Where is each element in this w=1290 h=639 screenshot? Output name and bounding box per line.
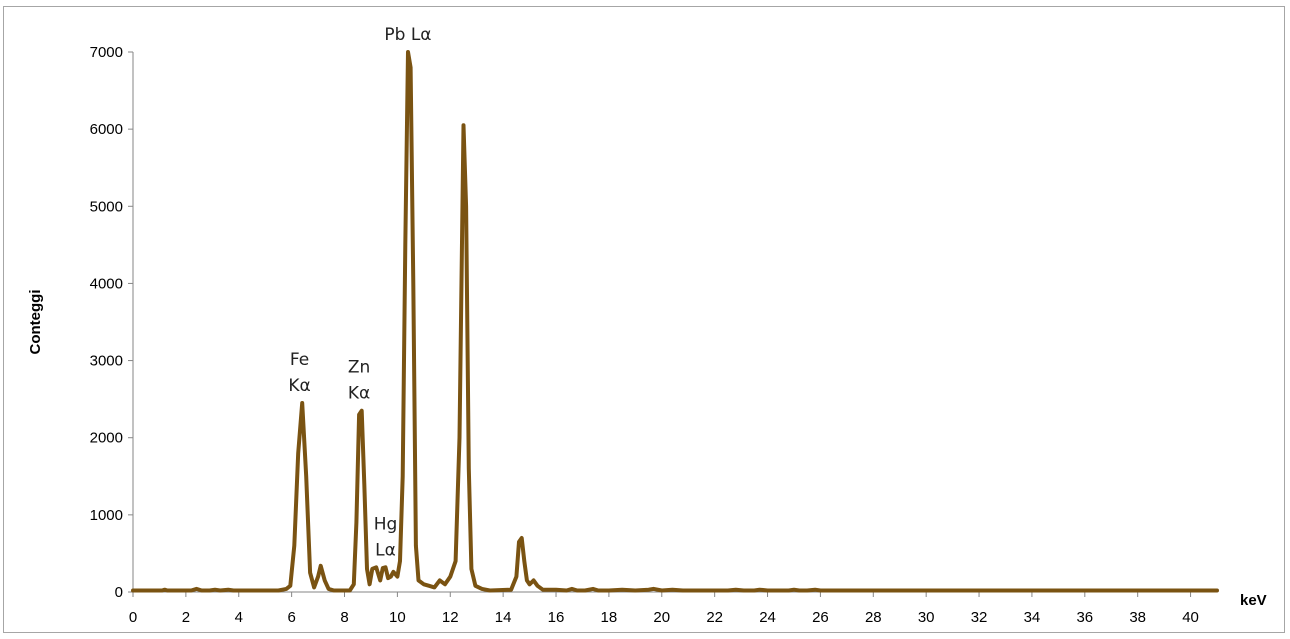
y-tick-label: 3000 bbox=[90, 353, 123, 370]
x-tick-label: 30 bbox=[918, 609, 935, 626]
peak-label: Kα bbox=[348, 384, 370, 404]
x-tick-label: 36 bbox=[1076, 609, 1093, 626]
x-tick-label: 22 bbox=[706, 609, 723, 626]
peak-label: Zn bbox=[348, 358, 370, 378]
y-axis-title: Conteggi bbox=[27, 290, 44, 355]
spectrum-series-line bbox=[131, 50, 1219, 593]
y-tick-label: 6000 bbox=[90, 121, 123, 138]
y-tick-label: 4000 bbox=[90, 275, 123, 292]
x-tick-label: 34 bbox=[1024, 609, 1041, 626]
x-tick-label: 20 bbox=[653, 609, 670, 626]
x-tick-label: 6 bbox=[287, 609, 295, 626]
chart-frame bbox=[3, 6, 1285, 633]
x-tick-label: 14 bbox=[495, 609, 512, 626]
peak-label: Pb Lα bbox=[384, 25, 431, 45]
y-tick-label: 5000 bbox=[90, 198, 123, 215]
peak-label: Lα bbox=[375, 540, 396, 560]
x-tick-label: 32 bbox=[971, 609, 988, 626]
x-tick-label: 10 bbox=[389, 609, 406, 626]
x-tick-label: 8 bbox=[340, 609, 348, 626]
x-axis-title: keV bbox=[1240, 592, 1267, 609]
y-tick-label: 1000 bbox=[90, 507, 123, 524]
x-tick-label: 16 bbox=[548, 609, 565, 626]
y-tick-label: 0 bbox=[115, 584, 123, 601]
y-tick-label: 7000 bbox=[90, 44, 123, 61]
x-tick-label: 24 bbox=[759, 609, 776, 626]
annotations-group: Fe Kα Zn Kα Hg Lα Pb Lα bbox=[288, 25, 431, 560]
x-tick-label: 12 bbox=[442, 609, 459, 626]
peak-label: Hg bbox=[374, 514, 398, 534]
x-tick-label: 4 bbox=[235, 609, 243, 626]
x-tick-label: 0 bbox=[129, 609, 137, 626]
peak-label: Fe bbox=[290, 350, 309, 370]
x-tick-label: 26 bbox=[812, 609, 829, 626]
x-tick-label: 40 bbox=[1182, 609, 1199, 626]
x-tick-label: 2 bbox=[182, 609, 190, 626]
y-tick-label: 2000 bbox=[90, 430, 123, 447]
x-tick-label: 28 bbox=[865, 609, 882, 626]
x-axis: 0 2 4 6 8 10 12 14 16 18 20 22 24 26 28 30 32 34 36 38 40 bbox=[129, 591, 1217, 626]
x-tick-label: 18 bbox=[601, 609, 618, 626]
series-group bbox=[131, 50, 1219, 593]
x-tick-label: 38 bbox=[1129, 609, 1146, 626]
y-axis: 0 1000 2000 3000 4000 5000 6000 7000 bbox=[90, 44, 134, 601]
peak-label: Kα bbox=[288, 376, 310, 396]
